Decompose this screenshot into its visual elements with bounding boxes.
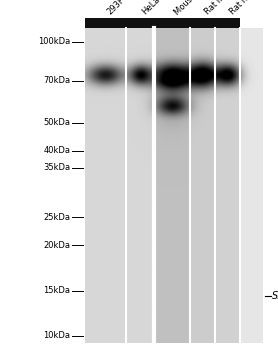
Text: Rat liver: Rat liver [203, 0, 234, 17]
Bar [126, 18, 154, 28]
Text: 50kDa: 50kDa [43, 118, 70, 127]
Text: 10kDa: 10kDa [43, 331, 70, 341]
Text: Rat heart: Rat heart [228, 0, 262, 17]
Text: 25kDa: 25kDa [43, 212, 70, 222]
Text: 15kDa: 15kDa [43, 286, 70, 295]
Bar [215, 18, 240, 28]
Text: HeLa: HeLa [140, 0, 162, 17]
Bar [190, 18, 215, 28]
Text: SDHC: SDHC [272, 291, 278, 301]
Text: Mouse kidney: Mouse kidney [172, 0, 220, 17]
Bar [154, 18, 190, 28]
Text: 293F: 293F [106, 0, 127, 17]
Text: 20kDa: 20kDa [43, 240, 70, 250]
Text: 40kDa: 40kDa [43, 146, 70, 155]
Text: 100kDa: 100kDa [38, 37, 70, 47]
Bar [85, 18, 126, 28]
Text: 35kDa: 35kDa [43, 163, 70, 173]
Text: 70kDa: 70kDa [43, 76, 70, 85]
